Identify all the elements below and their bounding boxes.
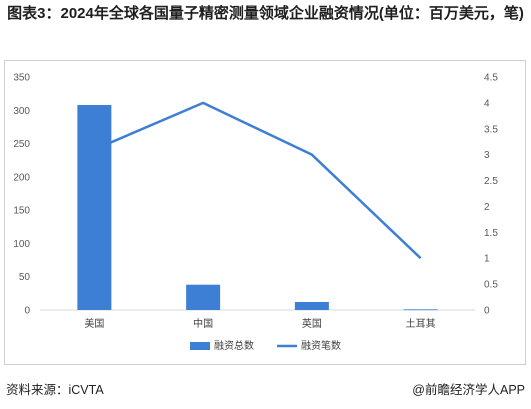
category-labels: 美国 中国 英国 土耳其 (84, 317, 435, 330)
right-tick-label: 3 (484, 150, 490, 161)
category-label: 英国 (302, 317, 322, 330)
left-axis-ticks: 0 50 100 150 200 250 300 350 (13, 73, 30, 317)
footer: 资料来源：iCVTA @前瞻经济学人APP (6, 379, 525, 399)
bar-1 (186, 284, 221, 310)
right-tick-label: 2.5 (484, 176, 498, 187)
legend-line-label: 融资笔数 (301, 339, 341, 352)
right-tick-label: 3.5 (484, 124, 498, 135)
bar-0 (77, 104, 112, 311)
right-tick-label: 4 (484, 98, 490, 109)
right-tick-label: 1 (484, 254, 490, 265)
left-tick-label: 50 (19, 272, 31, 283)
line-series-path (93, 101, 422, 260)
category-label: 中国 (193, 317, 213, 330)
left-tick-label: 200 (13, 172, 30, 183)
right-tick-label: 2 (484, 202, 490, 213)
source-text: 资料来源：iCVTA (6, 383, 104, 397)
right-tick-label: 1.5 (484, 228, 498, 239)
left-tick-label: 100 (13, 239, 30, 250)
left-tick-label: 0 (24, 306, 30, 317)
legend-bar-label: 融资总数 (214, 339, 254, 352)
category-label: 土耳其 (406, 317, 436, 330)
category-label: 美国 (84, 317, 104, 330)
line-group (93, 101, 422, 260)
right-axis-ticks: 0 0.5 1 1.5 2 2.5 3 3.5 4 4.5 (484, 73, 498, 317)
right-tick-label: 0 (484, 306, 490, 317)
bar-3 (403, 309, 438, 311)
left-tick-label: 250 (13, 139, 30, 150)
left-tick-label: 350 (13, 73, 30, 84)
bars-group (77, 104, 438, 311)
right-tick-label: 0.5 (484, 280, 498, 291)
left-tick-label: 150 (13, 206, 30, 217)
chart-title: 图表3：2024年全球各国量子精密测量领域企业融资情况(单位：百万美元，笔) (7, 5, 524, 22)
brand-text: @前瞻经济学人APP (412, 383, 525, 397)
right-tick-label: 4.5 (484, 73, 498, 84)
chart-frame (4, 60, 526, 365)
left-tick-label: 300 (13, 106, 30, 117)
legend: 融资总数 融资笔数 (190, 339, 341, 352)
legend-bar-swatch (190, 342, 210, 350)
bar-2 (294, 302, 329, 310)
